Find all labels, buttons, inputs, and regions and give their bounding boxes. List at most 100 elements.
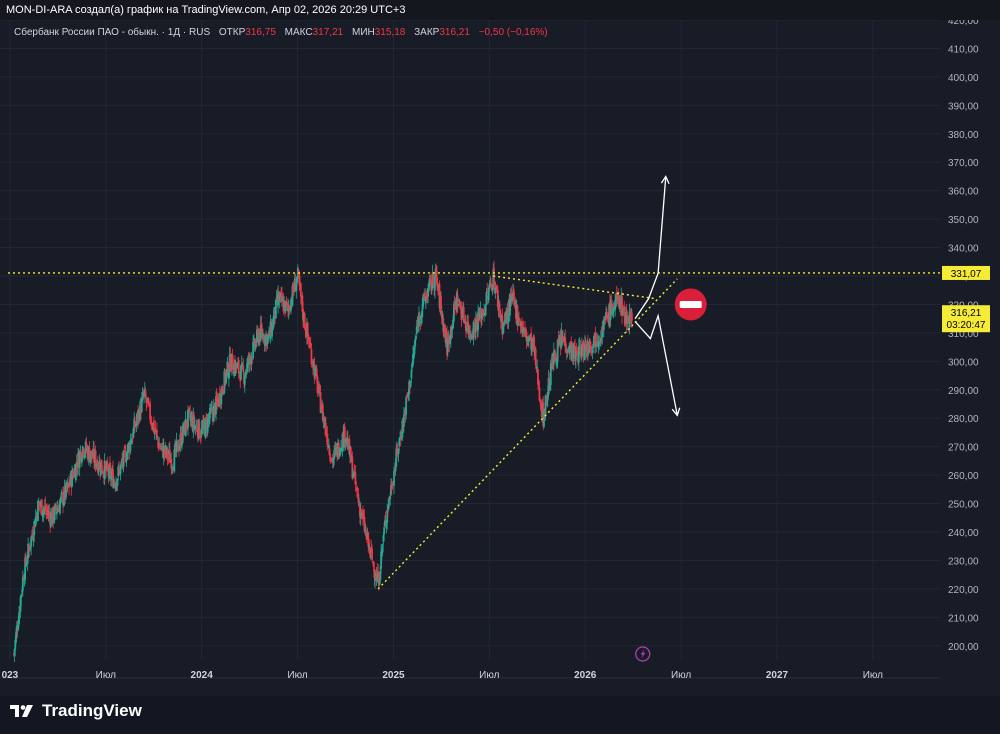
candle-body [481,310,484,314]
candle-body [237,360,240,373]
candle-body [410,370,413,379]
candle-body [40,499,43,516]
candle-body [30,536,33,547]
candle-body [202,419,205,425]
candle-body [28,548,31,552]
candle-body [215,395,218,402]
candle-body [289,309,292,312]
current-price-tag [942,305,990,333]
candle-body [218,393,221,404]
candle-body [591,350,594,353]
candle-body [599,341,601,343]
candle-body [215,396,217,415]
tradingview-logo-icon [10,705,33,717]
candle-body [75,462,78,466]
candle-body [119,464,122,474]
candle-body [610,302,613,305]
candle-body [199,434,202,438]
tradingview-logo[interactable]: TradingView [10,701,142,721]
candle-body [441,315,444,320]
candle-body [546,391,549,401]
candle-body [459,301,461,307]
candle-body [307,334,310,340]
candle-body [468,325,471,335]
candle-body [56,508,59,512]
candle-body [103,460,106,480]
candle-body [135,420,138,426]
candle-body [29,546,32,549]
candle-body [123,447,126,449]
candle-body [405,396,408,398]
chart-area[interactable]: 200,00 210,00 220,00 230,00 240,00 250,00 260,… [0,16,1000,696]
candle-body [516,305,519,324]
candle-body [490,284,493,291]
price-axis-panel [940,20,1000,696]
candle-body [534,348,537,366]
candle-body [264,335,267,347]
chart-header: MON-DI-ARA создал(а) график на TradingVi… [0,0,1000,20]
candle-body [259,324,262,341]
y-tick-label: 250,00 [948,500,979,511]
candle-body [15,625,18,635]
candle-body [193,415,195,427]
candle-body [621,296,623,316]
candle-body [545,396,548,403]
candle-body [24,557,27,580]
candle-body [171,466,173,467]
candle-body [461,315,464,318]
candle-body [20,594,23,598]
candle-body [393,471,395,486]
candle-body [362,516,365,518]
candle-body [177,440,180,452]
candle-body [187,409,189,428]
candle-body [488,283,491,289]
candle-body [612,306,615,312]
candle-body [330,460,333,462]
candle-body [494,287,497,294]
candle-body [521,321,523,331]
candle-body [349,447,352,463]
candle-body [301,295,304,312]
candle-body [597,343,600,348]
arrow-down [634,313,678,416]
candle-body [578,345,581,349]
candle-body [224,373,227,383]
candle-body [443,325,446,333]
candle-body [315,368,318,378]
candle-body [365,529,367,532]
candle-body [568,342,571,353]
candle-body [405,397,408,415]
event-lightning-icon [635,646,651,662]
candle-body [430,279,433,291]
descending-trendline [493,275,657,300]
candle-body [397,448,400,455]
candle-body [205,417,208,419]
candle-body [459,308,462,310]
candle-body [427,282,430,291]
x-tick-label: Июл [671,670,691,681]
candle-body [327,445,330,449]
candle-body [171,467,174,470]
candle-body [420,315,423,324]
candle-body [310,348,313,365]
candle-body [167,456,170,458]
y-tick-label: 310,00 [948,329,979,340]
candle-body [122,450,125,467]
candle-body [116,478,119,486]
candle-body [227,372,230,379]
candle-body [588,340,591,352]
candle-body [211,407,214,414]
candle-body [166,449,169,459]
candlestick-chart[interactable]: 200,00 210,00 220,00 230,00 240,00 250,00 260,… [0,16,1000,696]
candle-body [537,369,539,385]
y-tick-label: 280,00 [948,414,979,425]
y-tick-label: 270,00 [948,443,979,454]
candle-body [146,398,149,403]
candle-body [266,335,269,344]
candle-body [502,326,504,334]
candle-body [33,521,36,536]
candle-body [576,351,579,354]
candle-body [344,439,347,443]
candle-body [614,299,617,310]
candle-body [246,363,248,373]
